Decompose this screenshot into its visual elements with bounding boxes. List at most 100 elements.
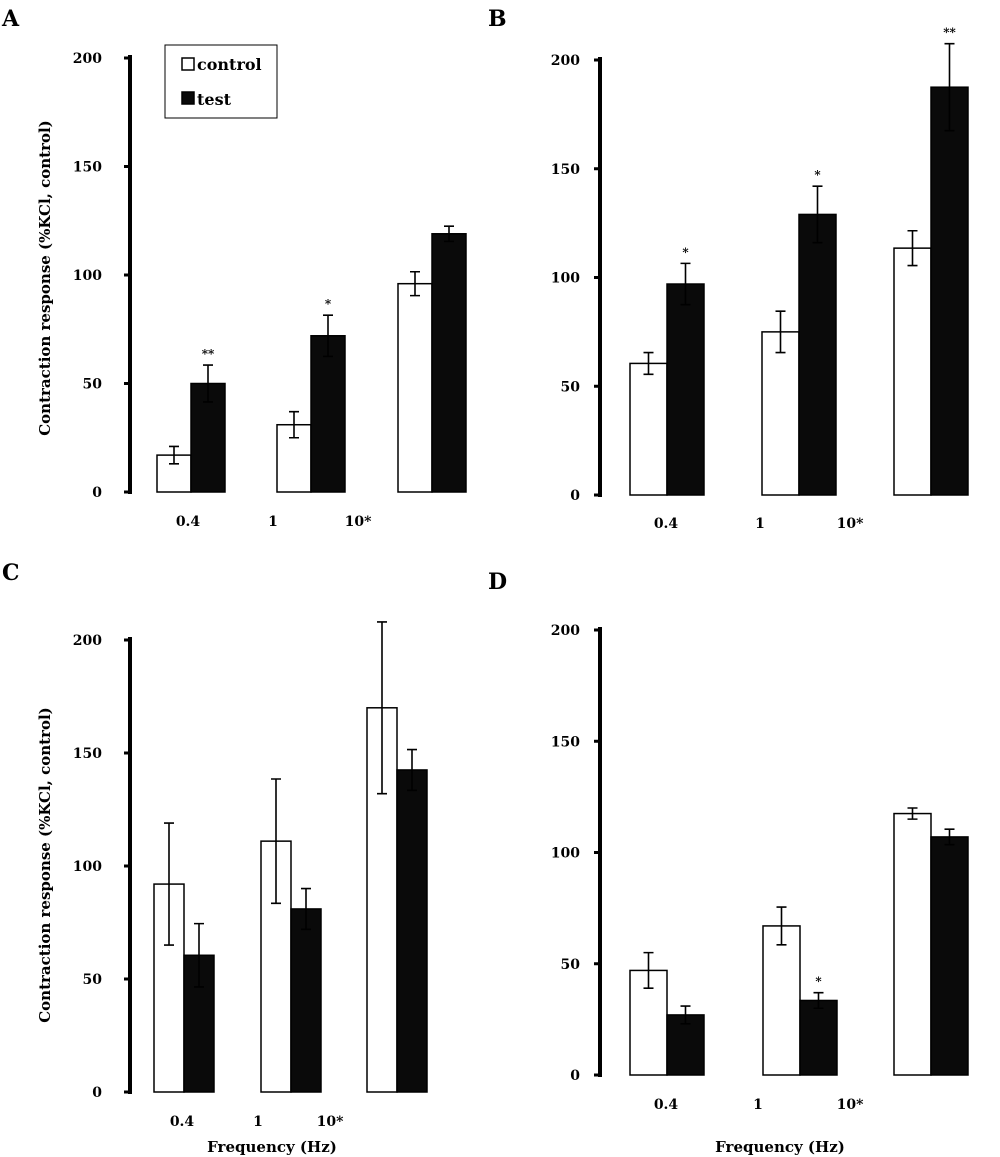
panel-b-x-category-label: 0.4 [654,516,679,532]
legend-label-control: control [197,55,262,74]
panel-d-y-tick-label: 150 [551,734,580,750]
panel-c-error-bar [407,748,417,792]
panel-a-error-bar [410,270,420,297]
panel-c-bar-test [290,908,322,1093]
panel-b-bar-control [761,331,800,496]
panel-d-y-tick-label: 200 [551,623,580,639]
legend: control test [164,44,278,119]
panel-b-bar-test [930,86,969,496]
panel-b-error-bar [812,185,823,244]
panel-c-error-bar [301,887,311,931]
panel-a: A Contraction response (%KCl, control) 0… [1,6,467,530]
panel-a-error-bar [444,225,454,243]
panel-c-x-category-label: 0.4 [170,1114,195,1130]
panel-b-bar-test [666,283,705,496]
legend-box [164,44,278,119]
panel-b-bar-control [893,247,932,496]
panel-c-y-tick-label: 50 [83,972,103,988]
panel-a-y-tick-label: 100 [73,268,102,284]
panel-c-bar-test [396,769,428,1093]
panel-d-bar-test [666,1014,705,1076]
panel-c-plot: 0 50 100 150 200 0.4 1 10* [73,621,428,1130]
panel-c-error-bar [164,822,174,946]
panel-c-y-tick-label: 0 [92,1085,102,1101]
panel-b-bar-test [798,213,837,496]
panel-a-x-category-label: 0.4 [176,514,201,530]
panel-c-x-axis-title: Frequency (Hz) [207,1138,337,1156]
panel-letter-d: D [488,569,507,595]
panel-d-error-bar [643,951,654,990]
panel-b-significance-mark: * [682,245,689,259]
panel-d-bar-control [762,925,801,1076]
panel-a-x-category-label: 1 [268,514,278,530]
panel-a-bar-test [431,233,467,493]
panel-b-y-tick-label: 100 [551,271,580,287]
panel-d-y-tick-label: 0 [570,1068,580,1084]
panel-d-y-tick-label: 100 [551,846,580,862]
panel-d-error-bar [944,828,955,846]
panel-d-x-category-label: 0.4 [654,1097,679,1113]
panel-a-error-bar [323,314,333,358]
panel-letter-a: A [1,6,20,32]
panel-a-bar-control [397,282,433,493]
panel-c: C Contraction response (%KCl, control) 0… [2,560,428,1156]
panel-a-x-category-label: 10* [345,514,372,530]
panel-d-plot: 0 50 100 150 200 * 0.4 1 10* [551,623,969,1113]
panel-d-error-bar [680,1005,691,1025]
panel-d-x-category-label: 10* [837,1097,864,1113]
legend-label-test: test [197,90,232,109]
panel-a-significance-mark: * [325,297,332,311]
panel-a-y-tick-label: 150 [73,160,102,176]
panel-d-bar-test [930,836,969,1076]
panel-d-x-axis-title: Frequency (Hz) [715,1138,845,1156]
panel-a-significance-mark: ** [202,347,215,361]
legend-swatch-control [181,57,195,71]
panel-c-x-category-label: 1 [253,1114,263,1130]
panel-b-y-tick-label: 0 [570,488,580,504]
panel-b-error-bar [643,351,654,376]
panel-c-error-bar [194,922,204,988]
panel-b-significance-mark: * [814,168,821,182]
panel-d-error-bar [907,807,918,820]
panel-b-significance-mark: ** [943,26,956,40]
panel-b-error-bar [680,262,691,306]
panel-a-error-bar [169,445,179,465]
panel-b-error-bar [944,42,955,132]
panel-d-x-category-label: 1 [753,1097,763,1113]
panel-a-y-tick-label: 200 [73,51,102,67]
panel-c-y-tick-label: 200 [73,633,102,649]
panel-c-y-tick-label: 150 [73,746,102,762]
panel-b-y-tick-label: 200 [551,53,580,69]
panel-d-error-bar [813,991,824,1010]
panel-b-y-tick-label: 50 [561,379,581,395]
panel-c-error-bar [271,778,281,905]
panel-c-y-axis-title: Contraction response (%KCl, control) [36,707,54,1023]
panel-a-bar-test [310,335,346,493]
panel-a-y-tick-label: 0 [92,485,102,501]
panel-c-error-bar [377,621,387,795]
panel-c-y-tick-label: 100 [73,859,102,875]
panel-a-y-axis-title: Contraction response (%KCl, control) [36,120,54,436]
panel-d-y-tick-label: 50 [561,957,581,973]
panel-b-x-category-label: 10* [837,516,864,532]
panel-b-y-tick-label: 150 [551,162,580,178]
panel-a-error-bar [289,410,299,439]
panel-letter-b: B [488,6,507,32]
panel-d-error-bar [776,906,787,946]
panel-d-bar-test [799,999,838,1076]
panel-a-y-tick-label: 50 [83,377,103,393]
panel-letter-c: C [2,560,20,586]
panel-d-significance-mark: * [815,975,822,989]
panel-b-error-bar [775,310,786,354]
panel-d-bar-control [893,812,932,1076]
panel-b-x-category-label: 1 [755,516,765,532]
panel-c-x-category-label: 10* [317,1114,344,1130]
panel-b-error-bar [907,229,918,267]
panel-b-bar-control [629,362,668,496]
panel-a-error-bar [203,364,213,403]
legend-swatch-test [181,91,195,105]
